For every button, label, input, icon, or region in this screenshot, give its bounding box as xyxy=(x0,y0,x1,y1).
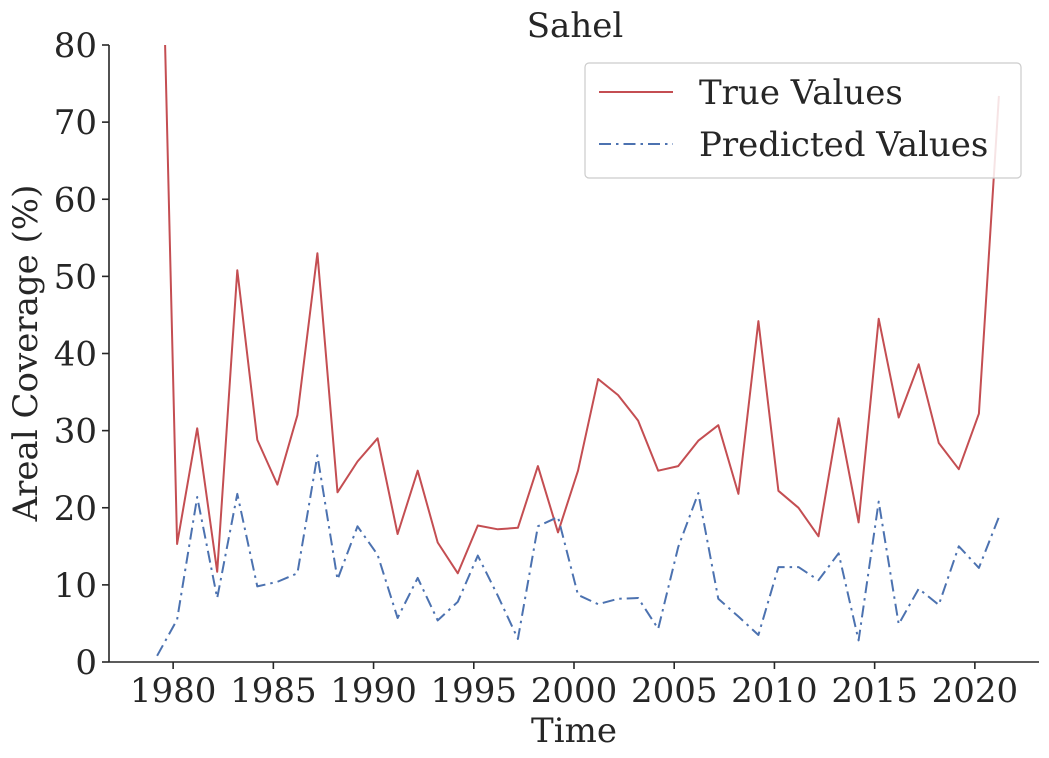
x-axis-label: Time xyxy=(531,711,617,751)
x-tick-label: 1985 xyxy=(230,671,317,711)
y-tick-label: 60 xyxy=(54,180,97,220)
x-tick-label: 2005 xyxy=(631,671,718,711)
y-tick-label: 40 xyxy=(54,335,97,375)
y-tick-label: 30 xyxy=(54,412,97,452)
series-layer xyxy=(156,44,1000,657)
y-tick-label: 70 xyxy=(54,103,97,143)
x-tick-label: 2015 xyxy=(831,671,918,711)
y-tick-label: 0 xyxy=(75,643,97,683)
y-tick-label: 20 xyxy=(54,489,97,529)
legend: True Values Predicted Values xyxy=(584,62,1022,179)
y-tick-label: 50 xyxy=(54,257,97,297)
legend-frame xyxy=(584,62,1022,179)
y-tick-label: 80 xyxy=(54,26,97,66)
x-axis-ticks: 1980 1985 1990 1995 2000 2005 2010 2015 2020 xyxy=(130,662,1018,711)
x-tick-label: 2000 xyxy=(531,671,618,711)
legend-label-true-values: True Values xyxy=(699,73,903,113)
x-tick-label: 2020 xyxy=(932,671,1019,711)
x-tick-label: 1995 xyxy=(431,671,518,711)
legend-label-predicted-values: Predicted Values xyxy=(699,125,988,165)
x-tick-label: 1990 xyxy=(330,671,417,711)
x-tick-label: 1980 xyxy=(130,671,217,711)
chart-title: Sahel xyxy=(527,6,623,46)
y-tick-label: 10 xyxy=(54,566,97,606)
x-tick-label: 2010 xyxy=(731,671,818,711)
y-axis-ticks: 0 10 20 30 40 50 60 70 80 xyxy=(54,26,109,683)
y-axis-label: Areal Coverage (%) xyxy=(6,185,46,523)
series-line-true-values xyxy=(164,44,1000,575)
series-line-predicted-values xyxy=(156,454,1000,657)
